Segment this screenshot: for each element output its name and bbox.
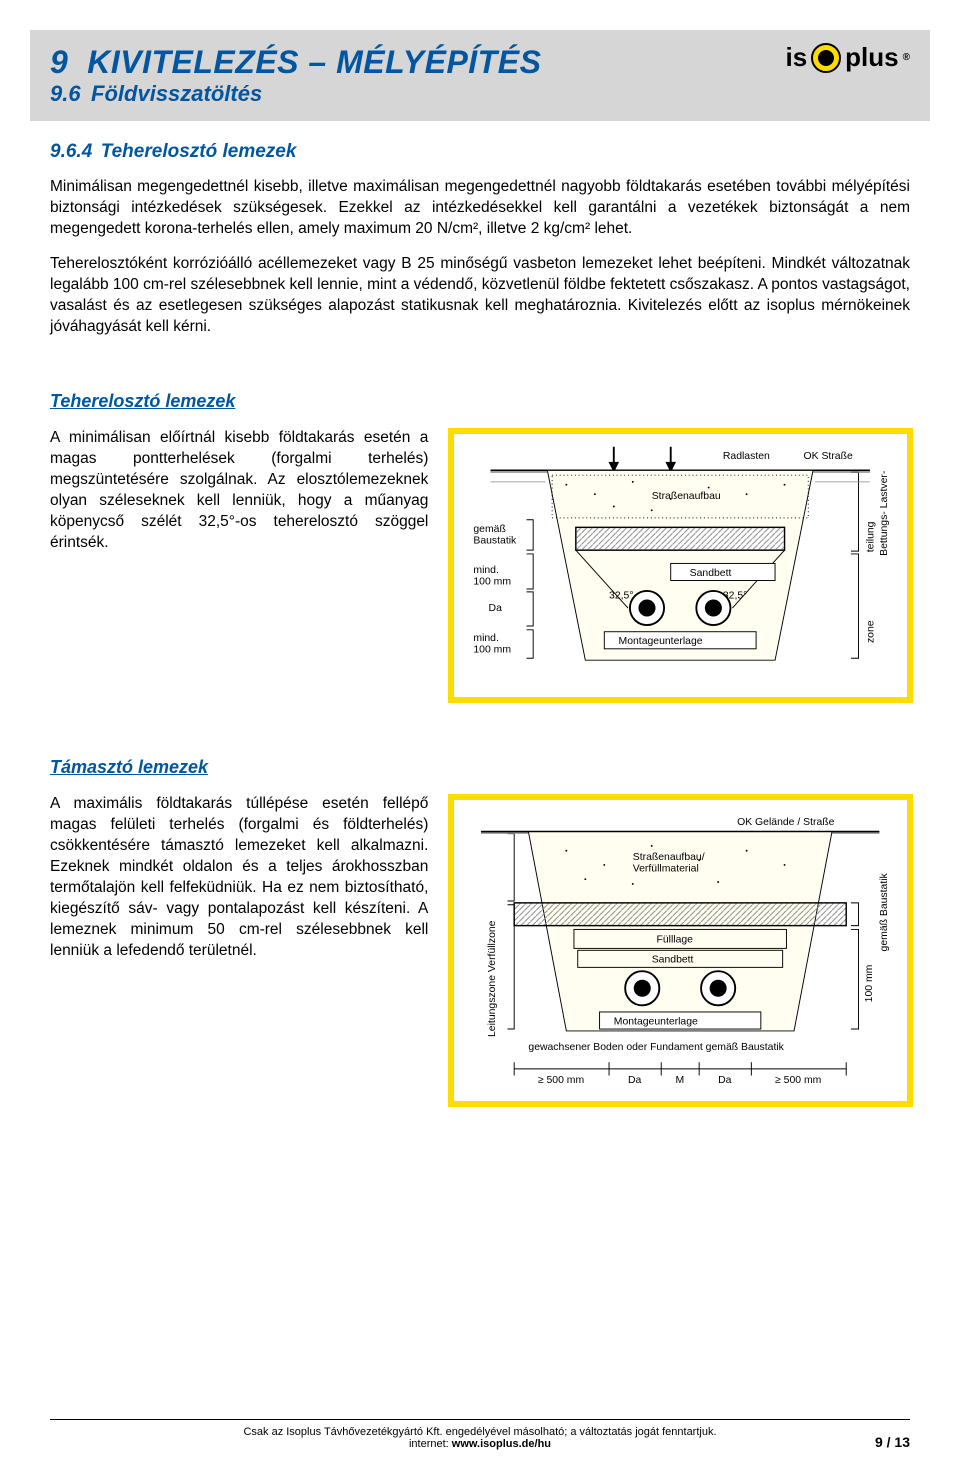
fig2-montage: Montageunterlage: [614, 1016, 698, 1027]
section1-text: A minimálisan előírtnál kisebb földtakar…: [50, 428, 428, 554]
fig2-sandbett: Sandbett: [652, 955, 694, 966]
section1-row: A minimálisan előírtnál kisebb földtakar…: [50, 428, 910, 703]
section2-row: A maximális földtakarás túllépése esetén…: [50, 794, 910, 1107]
section2-heading: Támasztó lemezek: [50, 757, 910, 778]
fig2-100mm: 100 mm: [864, 965, 875, 1003]
fig2-dim-500l: ≥ 500 mm: [538, 1075, 584, 1086]
section-number: 9.6: [50, 81, 81, 106]
footer-line1: Csak az Isoplus Távhővezetékgyártó Kft. …: [50, 1426, 910, 1438]
page-footer: Csak az Isoplus Távhővezetékgyártó Kft. …: [50, 1419, 910, 1450]
page-number: 9 / 13: [875, 1434, 910, 1450]
fig1-strassenaufbau: Straßenaufbau: [652, 491, 721, 502]
footer-prefix: internet:: [409, 1438, 452, 1450]
section2-text: A maximális földtakarás túllépése esetén…: [50, 794, 428, 961]
fig2-dim-500r: ≥ 500 mm: [775, 1075, 821, 1086]
fig2-ok-gelande: OK Gelände / Straße: [738, 817, 836, 828]
footer-url: www.isoplus.de/hu: [452, 1438, 551, 1450]
chapter-title: KIVITELEZÉS – MÉLYÉPÍTÉS: [87, 44, 541, 80]
fig1-ok-strasse: OK Straße: [804, 452, 853, 463]
section1-heading: Teherelosztó lemezek: [50, 391, 910, 412]
fig1-montage: Montageunterlage: [619, 637, 703, 648]
fig1-right-teilung: teilung: [866, 522, 877, 553]
logo-right: plus: [845, 42, 898, 73]
fig1-sandbett: Sandbett: [690, 568, 732, 579]
paragraph-2: Teherelosztóként korrózióálló acéllemeze…: [50, 254, 910, 338]
subsection-number: 9.6.4: [50, 141, 92, 162]
logo-left: is: [785, 42, 807, 73]
fig1-mind-bot: mind.100 mm: [474, 634, 512, 656]
fig1-radlasten: Radlasten: [723, 452, 770, 463]
logo-ring-icon: [811, 43, 841, 73]
fig2-dim-m: M: [676, 1075, 685, 1086]
fig1-mind-top: mind.100 mm: [474, 565, 512, 587]
fig2-dim-da-l: Da: [628, 1075, 642, 1086]
section-title: Földvisszatöltés: [91, 81, 262, 106]
fig1-right-lastver: Bettungs- Lastver-: [879, 471, 890, 556]
page-header: 9 KIVITELEZÉS – MÉLYÉPÍTÉS 9.6 Földvissz…: [30, 30, 930, 121]
fig2-boden: gewachsener Boden oder Fundament gemäß B…: [529, 1042, 785, 1053]
section1-figure: Radlasten OK Straße Straßenaufbau: [448, 428, 912, 703]
fig1-gemass: gemäßBaustatik: [474, 525, 518, 547]
isoplus-logo: is plus ®: [785, 42, 910, 73]
fig1-right-zone: zone: [866, 621, 877, 644]
fig2-leitungszone: Leitungszone Verfüllzone: [488, 920, 499, 1037]
section2-figure: OK Gelände / Straße Straßenaufbau/Verfül…: [448, 794, 912, 1107]
fig2-fulllage: Fülllage: [657, 935, 694, 946]
logo-registered: ®: [903, 52, 910, 63]
subsection-title: Teherelosztó lemezek: [101, 141, 297, 162]
fig2-strassenaufbau: Straßenaufbau/Verfüllmaterial: [633, 852, 705, 874]
fig2-gemass: gemäß Baustatik: [879, 873, 890, 952]
fig1-angle-l: 32,5°: [609, 591, 633, 602]
fig2-dim-da-r: Da: [719, 1075, 733, 1086]
fig1-da: Da: [489, 603, 503, 614]
chapter-number: 9: [50, 44, 69, 80]
paragraph-1: Minimálisan megengedettnél kisebb, illet…: [50, 177, 910, 240]
